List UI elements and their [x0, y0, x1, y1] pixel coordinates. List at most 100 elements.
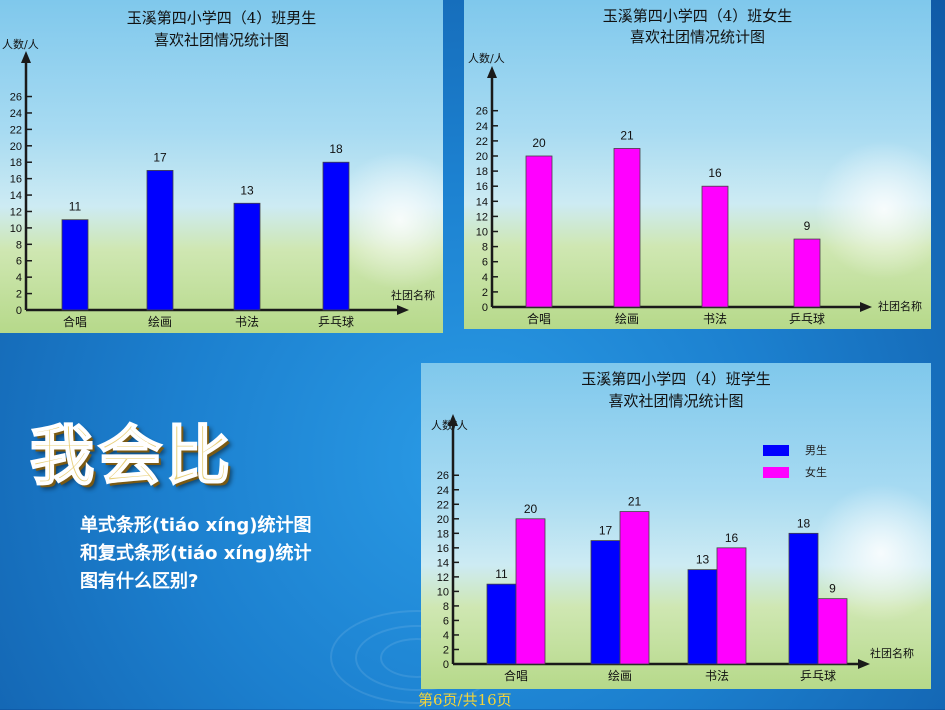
- y-tick-label: 18: [10, 157, 22, 169]
- sky-glow: [814, 140, 931, 280]
- x-axis-label: 社团名称: [391, 289, 435, 302]
- x-axis-label: 社团名称: [878, 300, 922, 313]
- bar-value-label: 16: [708, 166, 722, 180]
- y-tick-label: 26: [10, 92, 22, 104]
- bar-girls: [515, 518, 546, 665]
- y-tick-label: 24: [476, 121, 488, 133]
- bar-girls: [716, 547, 747, 665]
- bar: [146, 170, 174, 311]
- bar-value-label: 9: [804, 219, 811, 233]
- y-tick-label: 10: [10, 223, 22, 235]
- y-tick-label: 0: [443, 659, 449, 671]
- y-tick-label: 18: [437, 528, 449, 540]
- combined-bar-chart: 024681012141618202224261120合唱1721绘画1316书…: [437, 414, 870, 683]
- bar-value-label: 9: [829, 582, 836, 596]
- y-tick-label: 24: [437, 485, 449, 497]
- chart-title-line-2: 喜欢社团情况统计图: [608, 392, 744, 410]
- bar-value-label: 13: [240, 183, 254, 197]
- category-label: 乒乓球: [800, 669, 836, 683]
- bar-value-label: 20: [524, 502, 538, 516]
- bar-value-label: 17: [599, 524, 613, 538]
- chart-legend: 男生 女生: [763, 439, 827, 483]
- chart-title-line-1: 玉溪第四小学四（4）班学生: [581, 370, 771, 388]
- category-label: 合唱: [504, 668, 528, 683]
- legend-swatch-boys: [763, 444, 789, 456]
- y-axis-arrow: [448, 414, 458, 426]
- y-tick-label: 16: [476, 181, 488, 193]
- y-tick-label: 6: [482, 257, 488, 269]
- bar: [613, 148, 641, 308]
- category-label: 合唱: [527, 311, 551, 326]
- bar: [233, 202, 261, 311]
- bar: [61, 219, 89, 311]
- category-label: 合唱: [63, 314, 87, 329]
- y-axis-label: 人数/人: [468, 52, 505, 65]
- bar: [322, 161, 350, 311]
- bar-girls: [619, 511, 650, 665]
- question-line: 和复式条形(tiáo xíng)统计: [80, 543, 312, 564]
- bar-value-label: 21: [628, 495, 642, 509]
- bar-value-label: 11: [69, 200, 82, 214]
- category-label: 书法: [705, 669, 729, 683]
- slide-heading: 我会比: [29, 418, 234, 495]
- bar-value-label: 11: [495, 567, 508, 581]
- y-tick-label: 26: [437, 470, 449, 482]
- bar-value-label: 17: [153, 150, 167, 164]
- y-tick-label: 12: [10, 206, 22, 218]
- category-label: 乒乓球: [318, 315, 354, 329]
- legend-label-boys: 男生: [805, 444, 827, 457]
- y-tick-label: 2: [16, 289, 22, 301]
- category-label: 书法: [235, 315, 259, 329]
- x-axis-arrow: [397, 305, 409, 315]
- bar-girls: [817, 598, 848, 665]
- y-tick-label: 4: [482, 272, 488, 284]
- bar: [701, 185, 729, 308]
- y-tick-label: 4: [16, 272, 22, 284]
- legend-item-boys: 男生: [763, 439, 827, 461]
- y-tick-label: 6: [16, 256, 22, 268]
- legend-swatch-girls: [763, 466, 789, 478]
- legend-item-girls: 女生: [763, 461, 827, 483]
- y-tick-label: 0: [482, 302, 488, 314]
- y-tick-label: 4: [443, 630, 449, 642]
- y-tick-label: 18: [476, 166, 488, 178]
- combined-chart-panel: 玉溪第四小学四（4）班学生 喜欢社团情况统计图 人数/人 社团名称 男生 女生 …: [421, 363, 931, 689]
- y-tick-label: 14: [437, 557, 449, 569]
- category-label: 绘画: [615, 311, 639, 326]
- bar-value-label: 18: [329, 142, 343, 156]
- y-tick-label: 2: [482, 287, 488, 299]
- bar-boys: [687, 569, 718, 665]
- y-tick-label: 24: [10, 108, 22, 120]
- question-line: 图有什么区别?: [80, 571, 199, 592]
- bar: [793, 238, 821, 308]
- legend-label-girls: 女生: [805, 466, 827, 479]
- bar-value-label: 21: [620, 128, 634, 142]
- x-axis-arrow: [860, 302, 872, 312]
- y-tick-label: 2: [443, 644, 449, 656]
- category-label: 绘画: [148, 314, 172, 329]
- y-tick-label: 22: [476, 136, 488, 148]
- y-tick-label: 8: [443, 601, 449, 613]
- y-axis-label: 人数/人: [2, 38, 39, 51]
- y-tick-label: 10: [437, 586, 449, 598]
- category-label: 绘画: [608, 668, 632, 683]
- bar-value-label: 18: [797, 516, 811, 530]
- bar-boys: [590, 540, 621, 665]
- question-text: 单式条形(tiáo xíng)统计图 和复式条形(tiáo xíng)统计 图有…: [80, 512, 380, 596]
- bar-value-label: 13: [696, 553, 710, 567]
- category-label: 乒乓球: [789, 312, 825, 326]
- y-tick-label: 22: [437, 499, 449, 511]
- y-tick-label: 20: [10, 141, 22, 153]
- y-tick-label: 16: [437, 543, 449, 555]
- chart-title-line-1: 玉溪第四小学四（4）班男生: [126, 9, 317, 27]
- bar-value-label: 16: [725, 531, 739, 545]
- bar-value-label: 20: [532, 136, 546, 150]
- x-axis-arrow: [858, 659, 870, 669]
- chart-title-line-1: 玉溪第四小学四（4）班女生: [602, 7, 793, 25]
- y-tick-label: 12: [476, 211, 488, 223]
- question-line: 单式条形(tiáo xíng)统计图: [80, 515, 312, 536]
